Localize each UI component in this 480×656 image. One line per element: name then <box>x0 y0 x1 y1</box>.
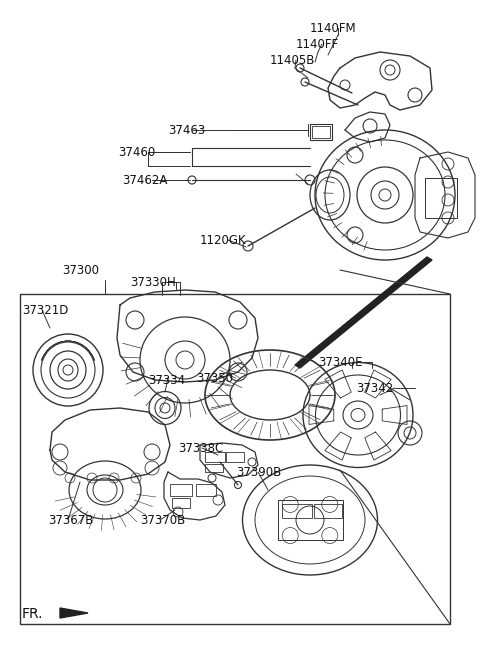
Bar <box>196 484 216 496</box>
Text: 37367B: 37367B <box>48 514 94 527</box>
Polygon shape <box>60 608 88 618</box>
Text: 37342: 37342 <box>356 382 393 394</box>
Circle shape <box>296 64 304 72</box>
Bar <box>312 126 330 138</box>
Text: 37338C: 37338C <box>178 441 223 455</box>
Text: 37370B: 37370B <box>140 514 185 527</box>
Text: 37340E: 37340E <box>318 356 362 369</box>
Text: 1140FM: 1140FM <box>310 22 357 35</box>
Bar <box>282 504 312 518</box>
Bar <box>205 464 223 472</box>
Text: 1140FF: 1140FF <box>296 37 339 51</box>
Bar <box>425 178 457 218</box>
Text: 37390B: 37390B <box>236 466 281 478</box>
Text: 37460: 37460 <box>118 146 155 159</box>
Circle shape <box>235 482 241 489</box>
Bar <box>205 452 225 462</box>
Text: 1120GK: 1120GK <box>200 234 247 247</box>
Polygon shape <box>295 257 432 368</box>
Text: 37321D: 37321D <box>22 304 68 316</box>
Bar <box>226 452 244 462</box>
Circle shape <box>301 78 309 86</box>
Bar <box>20 294 450 624</box>
Text: 37330H: 37330H <box>130 276 176 289</box>
Bar <box>310 124 332 140</box>
Bar <box>172 498 190 508</box>
Bar <box>170 484 192 496</box>
Text: 37463: 37463 <box>168 123 205 136</box>
Bar <box>314 504 342 518</box>
Circle shape <box>243 241 253 251</box>
Text: 37350: 37350 <box>196 371 233 384</box>
Text: FR.: FR. <box>22 607 44 621</box>
Text: 11405B: 11405B <box>270 54 315 66</box>
Text: 37334: 37334 <box>148 373 185 386</box>
Bar <box>278 500 343 540</box>
Text: 37300: 37300 <box>62 264 99 276</box>
Text: 37462A: 37462A <box>122 173 168 186</box>
